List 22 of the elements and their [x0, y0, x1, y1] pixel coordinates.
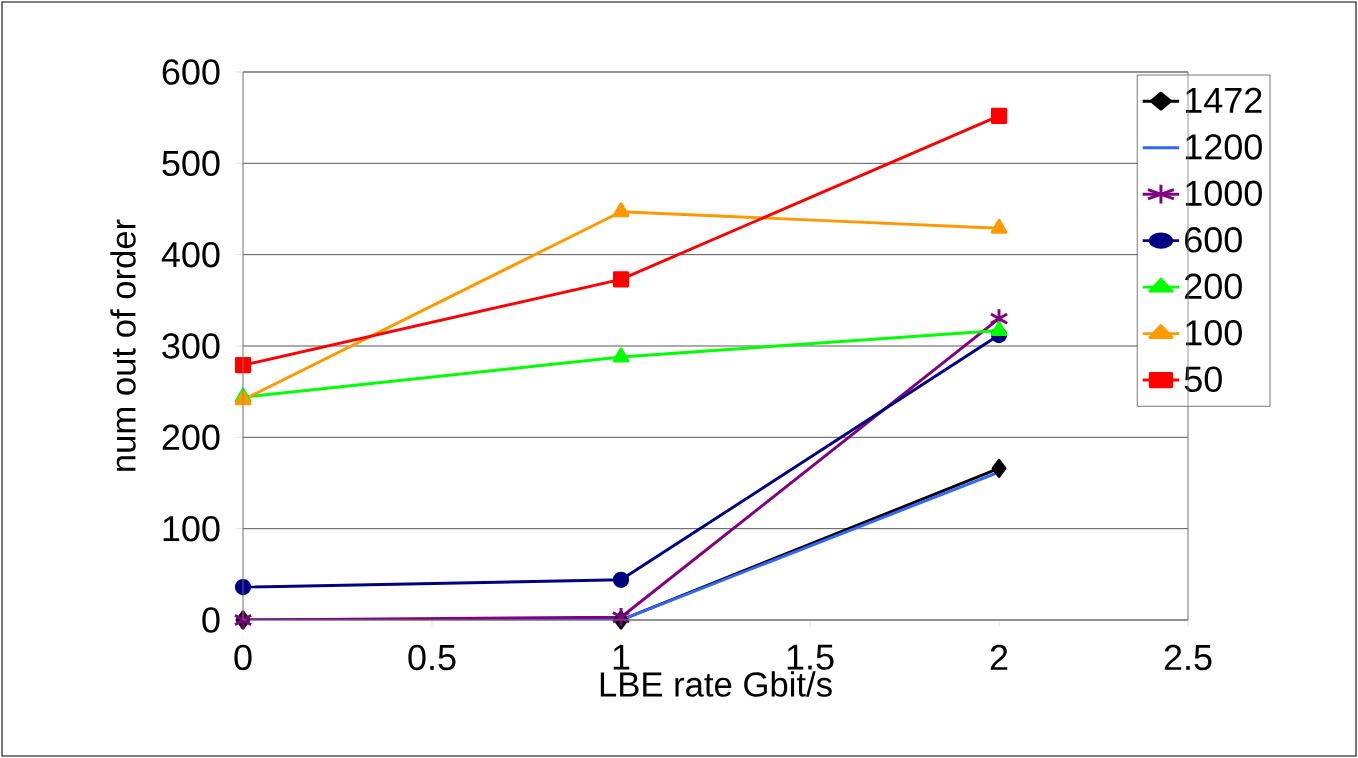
y-tick-label: 300: [162, 333, 220, 359]
legend-label: 1472: [1186, 87, 1262, 113]
y-axis-title: num out of order: [110, 219, 136, 471]
legend-label: 50: [1184, 366, 1222, 392]
legend-label: 100: [1186, 320, 1242, 346]
legend-label: 200: [1185, 273, 1242, 300]
legend-label: 1000: [1186, 180, 1262, 207]
x-tick-label: 0.5: [408, 644, 456, 671]
x-axis-title: LBE rate Gbit/s: [600, 671, 832, 697]
legend-label: 600: [1185, 227, 1242, 253]
x-tick-label: 1.5: [787, 644, 834, 670]
y-tick-label: 100: [163, 515, 220, 542]
y-tick-label: 600: [162, 59, 220, 85]
y-tick-label: 200: [162, 424, 220, 451]
y-tick-label: 500: [162, 150, 220, 177]
x-tick-label: 0: [234, 644, 252, 671]
y-tick-label: 0: [202, 607, 220, 633]
x-tick-label: 2: [990, 644, 1008, 670]
x-tick-label: 1: [613, 644, 630, 670]
x-tick-label: 2.5: [1164, 644, 1212, 671]
legend-label: 1200: [1186, 134, 1262, 160]
y-tick-label: 400: [161, 241, 220, 268]
